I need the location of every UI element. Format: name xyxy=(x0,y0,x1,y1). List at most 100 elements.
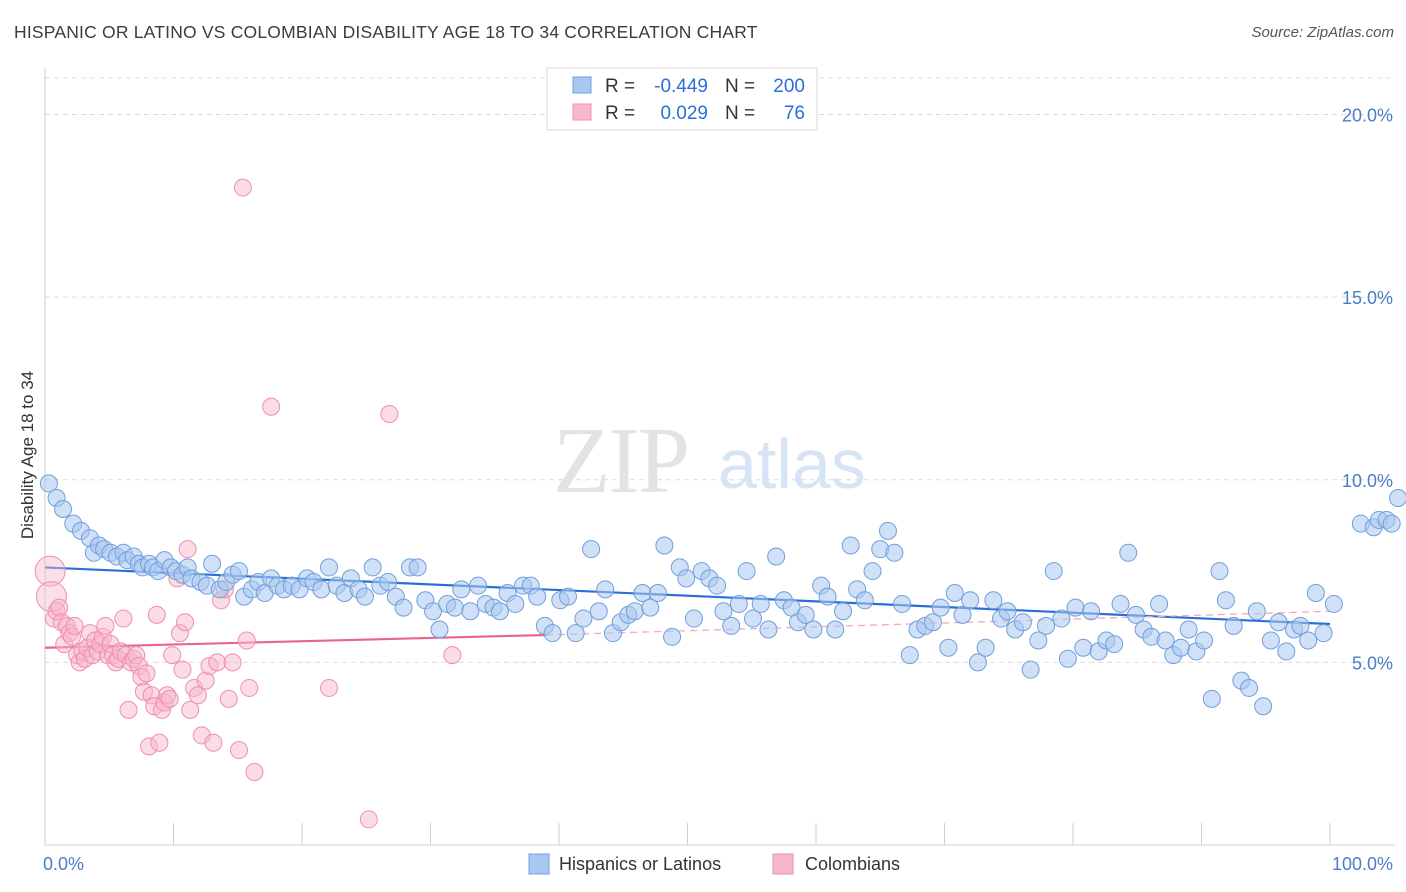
colombian-point-52 xyxy=(176,613,195,632)
hispanic-point-183 xyxy=(1382,514,1401,533)
hispanic-point-130 xyxy=(961,591,980,610)
stats-r-label-blue: R = xyxy=(605,76,635,97)
source-credit: Source: ZipAtlas.com xyxy=(1251,24,1394,41)
colombian-point-75 xyxy=(443,646,462,665)
stats-r-label-pink: R = xyxy=(605,103,635,124)
colombian-point-31 xyxy=(119,700,138,719)
tick-labels: 5.0% 10.0% 15.0% 20.0% 0.0% 100.0% xyxy=(43,106,1393,874)
legend-swatch-hispanics xyxy=(528,853,550,875)
hispanic-point-50 xyxy=(363,558,382,577)
hispanic-point-99 xyxy=(729,594,748,613)
hispanic-point-85 xyxy=(625,602,644,621)
hispanic-point-61 xyxy=(445,598,464,617)
stats-legend-frame xyxy=(546,67,818,131)
hispanic-point-88 xyxy=(648,583,667,602)
hispanic-point-169 xyxy=(1254,697,1273,716)
hispanic-point-119 xyxy=(878,521,897,540)
hispanic-point-143 xyxy=(1058,649,1077,668)
colombian-point-61 xyxy=(208,653,227,672)
hispanic-point-103 xyxy=(759,620,778,639)
hispanic-point-58 xyxy=(424,602,443,621)
hispanic-point-76 xyxy=(558,587,577,606)
colombian-point-0 xyxy=(34,555,66,587)
hispanic-point-27 xyxy=(203,554,222,573)
hispanic-point-79 xyxy=(582,540,601,559)
hispanic-point-137 xyxy=(1013,613,1032,632)
hispanic-point-141 xyxy=(1044,562,1063,581)
hispanic-point-31 xyxy=(230,562,249,581)
colombian-point-43 xyxy=(150,733,169,752)
colombian-point-69 xyxy=(240,678,259,697)
y-tick-label-1: 10.0% xyxy=(1342,471,1393,491)
hispanic-point-170 xyxy=(1261,631,1280,650)
hispanic-point-149 xyxy=(1105,635,1124,654)
hispanic-point-63 xyxy=(461,602,480,621)
colombian-point-48 xyxy=(163,646,182,665)
hispanic-point-128 xyxy=(945,583,964,602)
hispanic-point-165 xyxy=(1224,616,1243,635)
axes xyxy=(44,68,1395,846)
hispanic-point-176 xyxy=(1306,583,1325,602)
hispanic-point-67 xyxy=(490,602,509,621)
y-tick-label-3: 20.0% xyxy=(1342,106,1393,126)
hispanic-point-135 xyxy=(998,602,1017,621)
hispanic-point-145 xyxy=(1074,638,1093,657)
colombian-point-71 xyxy=(262,397,281,416)
legend-swatch-colombians xyxy=(772,853,794,875)
hispanic-point-167 xyxy=(1240,678,1259,697)
hispanic-point-140 xyxy=(1037,616,1056,635)
hispanic-point-139 xyxy=(1029,631,1048,650)
y-axis-label: Disability Age 18 to 34 xyxy=(18,371,37,539)
legend-item-hispanics[interactable]: Hispanics or Latinos xyxy=(528,853,721,875)
hispanic-point-175 xyxy=(1299,631,1318,650)
hispanic-point-171 xyxy=(1269,613,1288,632)
legend-item-colombians[interactable]: Colombians xyxy=(772,853,900,875)
colombian-point-42 xyxy=(147,605,166,624)
legend-label-colombians: Colombians xyxy=(805,854,900,874)
hispanic-point-90 xyxy=(663,627,682,646)
hispanic-point-72 xyxy=(528,587,547,606)
hispanic-point-44 xyxy=(319,558,338,577)
hispanic-point-80 xyxy=(589,602,608,621)
colombian-point-72 xyxy=(319,678,338,697)
hispanic-point-87 xyxy=(641,598,660,617)
hispanic-point-49 xyxy=(355,587,374,606)
colombian-point-56 xyxy=(188,686,207,705)
hispanic-point-104 xyxy=(767,547,786,566)
colombian-point-47 xyxy=(160,689,179,708)
hispanic-point-93 xyxy=(684,609,703,628)
hispanic-point-89 xyxy=(655,536,674,555)
hispanic-point-109 xyxy=(804,620,823,639)
hispanic-points xyxy=(39,474,1406,716)
hispanic-point-102 xyxy=(751,594,770,613)
hispanic-point-77 xyxy=(566,624,585,643)
hispanic-point-156 xyxy=(1156,631,1175,650)
hispanic-point-133 xyxy=(984,591,1003,610)
hispanic-point-81 xyxy=(596,580,615,599)
legend-label-hispanics: Hispanics or Latinos xyxy=(559,854,721,874)
hispanic-point-111 xyxy=(818,587,837,606)
y-tick-label-2: 15.0% xyxy=(1342,288,1393,308)
hispanic-point-163 xyxy=(1210,562,1229,581)
hispanic-point-168 xyxy=(1247,602,1266,621)
y-tick-label-0: 5.0% xyxy=(1352,653,1393,673)
hispanic-point-64 xyxy=(469,576,488,595)
colombian-point-22 xyxy=(96,616,115,635)
hispanic-point-98 xyxy=(722,616,741,635)
hispanic-point-150 xyxy=(1111,594,1130,613)
stats-r-value-pink: 0.029 xyxy=(660,103,708,124)
hispanic-point-132 xyxy=(976,638,995,657)
watermark-zip: ZIP xyxy=(553,409,688,513)
stats-n-value-blue: 200 xyxy=(773,76,805,97)
hispanic-point-117 xyxy=(863,562,882,581)
hispanic-point-116 xyxy=(855,591,874,610)
colombian-point-65 xyxy=(223,653,242,672)
hispanic-point-158 xyxy=(1171,638,1190,657)
x-tick-label-1: 100.0% xyxy=(1332,854,1393,874)
hispanic-point-59 xyxy=(430,620,449,639)
trend-line-colombians-dashed xyxy=(546,610,1331,636)
colombian-point-74 xyxy=(380,405,399,424)
colombian-point-29 xyxy=(114,609,133,628)
hispanic-point-178 xyxy=(1324,594,1343,613)
hispanic-point-120 xyxy=(885,543,904,562)
